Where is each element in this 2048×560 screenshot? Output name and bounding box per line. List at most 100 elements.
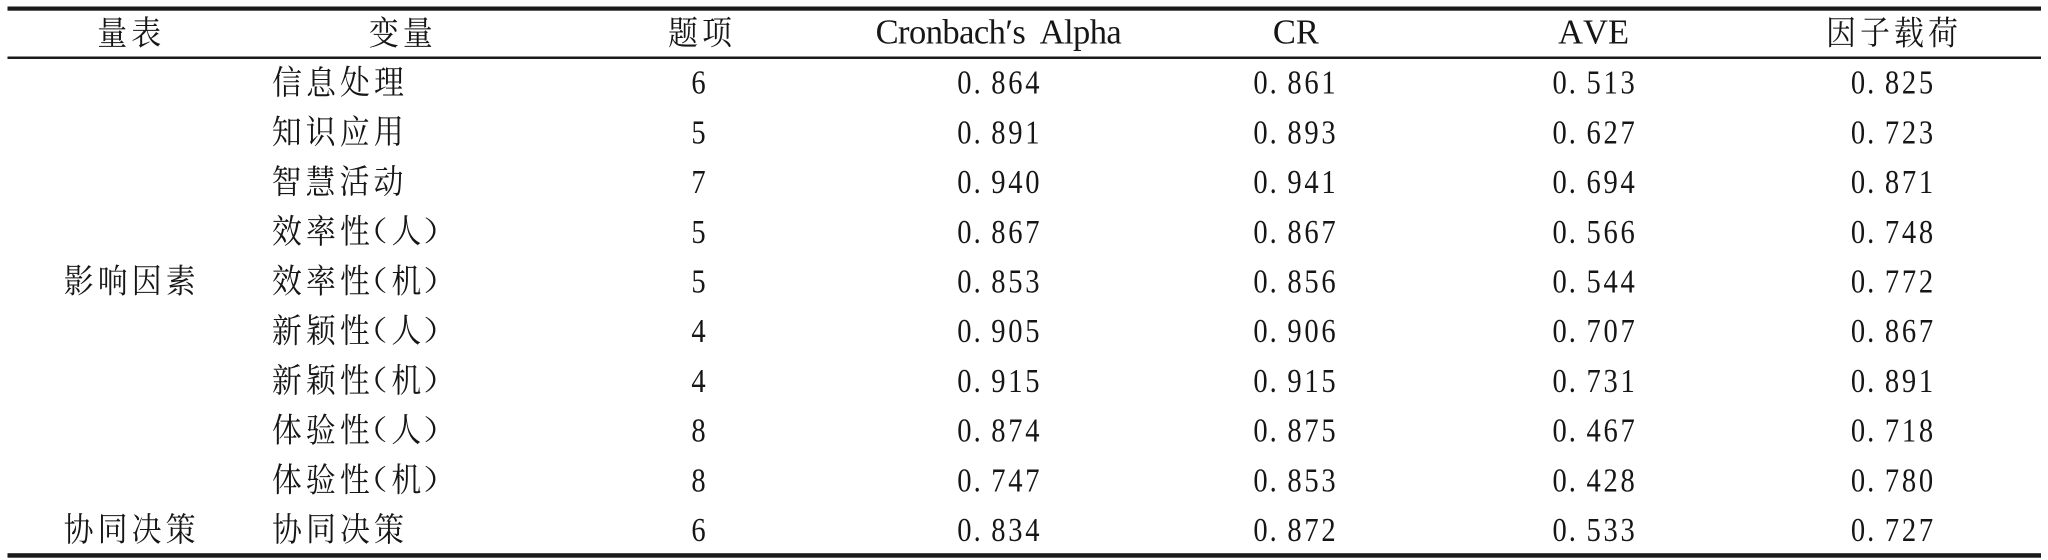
svg-text:4: 4 — [1025, 411, 1040, 449]
svg-text:5: 5 — [1025, 362, 1039, 400]
svg-text:1: 1 — [1025, 113, 1039, 151]
svg-text:8: 8 — [691, 411, 705, 449]
svg-text:7: 7 — [1025, 461, 1039, 499]
svg-text:.: . — [974, 411, 981, 449]
svg-text:8: 8 — [1287, 63, 1301, 101]
svg-text:8: 8 — [1885, 63, 1899, 101]
svg-text:8: 8 — [1287, 113, 1301, 151]
svg-text:6: 6 — [1321, 312, 1335, 350]
svg-text:5: 5 — [1304, 461, 1318, 499]
svg-text:.: . — [1867, 163, 1874, 201]
svg-text:5: 5 — [691, 113, 705, 151]
svg-text:3: 3 — [1620, 511, 1634, 549]
svg-text:0: 0 — [1552, 312, 1566, 350]
svg-text:2: 2 — [1603, 113, 1617, 151]
svg-text:7: 7 — [1586, 312, 1600, 350]
svg-text:.: . — [974, 163, 981, 201]
svg-text:4: 4 — [1902, 212, 1917, 250]
svg-text:9: 9 — [1603, 163, 1617, 201]
svg-text:6: 6 — [1620, 212, 1634, 250]
svg-text:5: 5 — [1586, 212, 1600, 250]
svg-text:0: 0 — [1253, 163, 1267, 201]
svg-text:7: 7 — [691, 163, 705, 201]
svg-text:0: 0 — [1851, 262, 1865, 300]
svg-text:4: 4 — [1603, 262, 1618, 300]
svg-text:8: 8 — [1885, 312, 1899, 350]
svg-text:.: . — [974, 511, 981, 549]
svg-text:0: 0 — [1919, 461, 1933, 499]
svg-text:6: 6 — [1902, 312, 1916, 350]
svg-text:4: 4 — [1586, 461, 1601, 499]
svg-text:.: . — [1270, 312, 1277, 350]
svg-text:6: 6 — [1304, 212, 1318, 250]
svg-text:7: 7 — [1586, 362, 1600, 400]
svg-text:0: 0 — [957, 113, 971, 151]
svg-text:.: . — [1270, 212, 1277, 250]
svg-text:.: . — [1270, 461, 1277, 499]
svg-text:6: 6 — [1603, 212, 1617, 250]
svg-text:7: 7 — [1902, 163, 1916, 201]
svg-text:7: 7 — [1321, 212, 1335, 250]
svg-text:.: . — [1270, 511, 1277, 549]
svg-text:5: 5 — [1304, 262, 1318, 300]
svg-text:5: 5 — [1919, 63, 1933, 101]
svg-text:0: 0 — [1253, 262, 1267, 300]
svg-text:5: 5 — [1586, 511, 1600, 549]
svg-text:0: 0 — [957, 461, 971, 499]
svg-text:.: . — [1270, 63, 1277, 101]
svg-text:.: . — [974, 312, 981, 350]
svg-text:0: 0 — [957, 262, 971, 300]
svg-text:7: 7 — [1620, 113, 1634, 151]
svg-text:8: 8 — [991, 63, 1005, 101]
svg-text:0: 0 — [1552, 63, 1566, 101]
svg-text:5: 5 — [1321, 411, 1335, 449]
svg-text:0: 0 — [1008, 312, 1022, 350]
svg-text:1: 1 — [1620, 362, 1634, 400]
svg-text:.: . — [1569, 411, 1576, 449]
svg-text:8: 8 — [1885, 163, 1899, 201]
svg-text:4: 4 — [1025, 63, 1040, 101]
svg-text:0: 0 — [1253, 312, 1267, 350]
svg-text:.: . — [974, 212, 981, 250]
svg-text:8: 8 — [1287, 411, 1301, 449]
svg-text:1: 1 — [1304, 362, 1318, 400]
svg-text:.: . — [1569, 511, 1576, 549]
svg-text:6: 6 — [1586, 113, 1600, 151]
svg-text:0: 0 — [957, 411, 971, 449]
svg-text:0: 0 — [1552, 461, 1566, 499]
svg-text:0: 0 — [1851, 212, 1865, 250]
svg-text:3: 3 — [1008, 511, 1022, 549]
svg-text:0: 0 — [957, 312, 971, 350]
svg-text:7: 7 — [1902, 262, 1916, 300]
svg-text:0: 0 — [1851, 312, 1865, 350]
svg-text:.: . — [974, 362, 981, 400]
svg-text:2: 2 — [1902, 113, 1916, 151]
svg-text:.: . — [1569, 163, 1576, 201]
svg-text:8: 8 — [1287, 461, 1301, 499]
svg-text:5: 5 — [1586, 63, 1600, 101]
svg-text:5: 5 — [691, 262, 705, 300]
svg-text:7: 7 — [1008, 411, 1022, 449]
svg-text:3: 3 — [1321, 461, 1335, 499]
svg-text:0: 0 — [957, 163, 971, 201]
svg-text:8: 8 — [1287, 262, 1301, 300]
svg-text:2: 2 — [1902, 511, 1916, 549]
svg-text:0: 0 — [957, 362, 971, 400]
svg-text:7: 7 — [1025, 212, 1039, 250]
svg-text:0: 0 — [1253, 212, 1267, 250]
svg-text:8: 8 — [991, 411, 1005, 449]
svg-text:0: 0 — [1253, 63, 1267, 101]
svg-text:0: 0 — [1552, 362, 1566, 400]
svg-text:7: 7 — [1885, 511, 1899, 549]
svg-text:4: 4 — [1008, 461, 1023, 499]
svg-text:.: . — [1569, 212, 1576, 250]
svg-text:4: 4 — [1620, 262, 1635, 300]
svg-text:0: 0 — [1552, 113, 1566, 151]
svg-text:8: 8 — [1620, 461, 1634, 499]
svg-text:0: 0 — [957, 63, 971, 101]
svg-text:7: 7 — [1885, 113, 1899, 151]
svg-text:4: 4 — [1025, 511, 1040, 549]
svg-text:8: 8 — [991, 511, 1005, 549]
svg-text:.: . — [1867, 113, 1874, 151]
svg-text:0: 0 — [1552, 411, 1566, 449]
